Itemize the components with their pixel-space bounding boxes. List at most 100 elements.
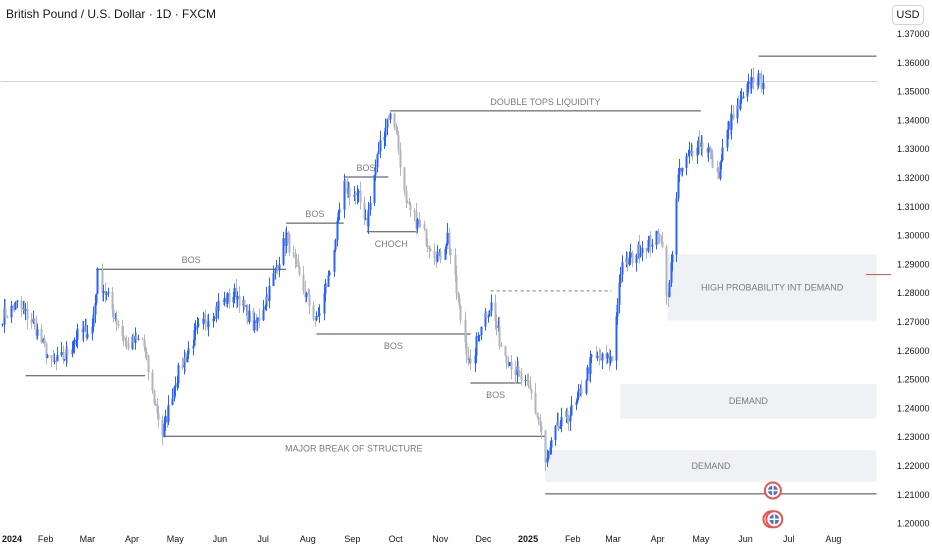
candle-body [520,373,523,381]
candle-body [389,113,392,120]
candle-body [141,338,144,340]
candle-body [327,275,330,287]
candle-body [709,147,712,152]
candle-body [63,359,66,361]
candle-body [383,136,386,141]
candle-body [105,293,108,295]
candle-body [285,232,288,247]
candle-body [243,299,246,307]
candle-body [601,353,604,361]
candle-body [413,210,416,212]
candle-body [43,338,46,344]
candle-body [163,423,166,437]
candle-body [107,292,110,294]
y-tick-label: 1.36000 [897,58,930,68]
candle-body [324,285,327,294]
x-tick-label: Apr [651,534,665,544]
candle-body [386,118,389,128]
candle-body [478,334,481,336]
candle-body [75,339,78,341]
candle-body [707,147,710,153]
candle-body [202,318,205,324]
candle-body [62,352,65,360]
candle-body [272,273,275,287]
candle-body [619,274,622,284]
zones-layer [545,254,877,482]
candle-body [264,306,267,310]
candle-body [554,425,557,441]
candle-body [6,317,9,319]
candle-body [459,306,462,320]
candle-body [55,361,58,363]
candle-body [71,349,74,355]
y-tick-label: 1.24000 [897,403,930,413]
candle-body [570,405,573,416]
candle-body [737,105,740,110]
candle-body [661,241,664,247]
candle-body [238,296,241,307]
x-tick-label: May [167,534,185,544]
candle-body [429,248,432,251]
candle-body [60,352,63,355]
candle-body [641,247,644,253]
candles-layer [1,67,765,471]
candle-body [464,319,467,343]
candle-body [233,287,236,298]
candle-body [72,344,75,350]
candle-body [161,419,164,437]
candle-body [196,325,199,328]
candle-body [670,262,673,283]
candle-body [577,389,580,398]
candle-body [698,139,701,148]
levels-layer [1,55,878,495]
candle-body [111,292,114,310]
candle-body [253,320,256,331]
candle-body [147,355,150,373]
candle-body [236,296,239,300]
candle-body [635,255,638,264]
candle-body [589,357,592,375]
time-axis[interactable]: 2024 Feb Mar Apr May Jun Jul Aug Sep Oct Nov Dec 202… [2,534,841,544]
candle-body [621,262,624,275]
candle-body [598,356,601,359]
candle-body [530,389,533,393]
candle-body [409,204,412,211]
candle-body [217,300,220,311]
candle-body [317,315,320,317]
candle-body [423,224,426,229]
candle-body [760,74,763,90]
candle-body [448,232,451,250]
candle-body [92,314,95,327]
candle-body [248,310,251,323]
candle-body [228,292,231,303]
candle-body [115,318,118,324]
candle-body [696,147,699,156]
candle-body [685,156,688,168]
currency-button[interactable]: USD [892,5,924,25]
candle-body [343,180,346,210]
candle-body [575,402,578,406]
candle-body [288,234,291,253]
candle-body [742,96,745,99]
candle-body [477,335,480,337]
candle-body [757,73,760,86]
candle-body [655,230,658,246]
candle-body [223,297,226,303]
candle-body [403,167,406,191]
y-tick-label: 1.22000 [897,461,930,471]
x-tick-label: Aug [300,534,316,544]
candle-body [193,330,196,346]
candle-body [498,325,501,347]
candle-body [173,387,176,399]
candle-body [186,353,189,363]
price-axis[interactable]: 1.37000 1.36000 1.35000 1.34000 1.33000 1.320… [866,29,930,529]
candle-body [504,346,507,356]
candle-body [377,151,380,155]
candle-body [436,254,439,262]
candle-body [590,354,593,358]
candle-body [454,255,457,275]
y-tick-label: 1.33000 [897,144,930,154]
candle-body [618,283,621,305]
candle-body [354,194,357,196]
